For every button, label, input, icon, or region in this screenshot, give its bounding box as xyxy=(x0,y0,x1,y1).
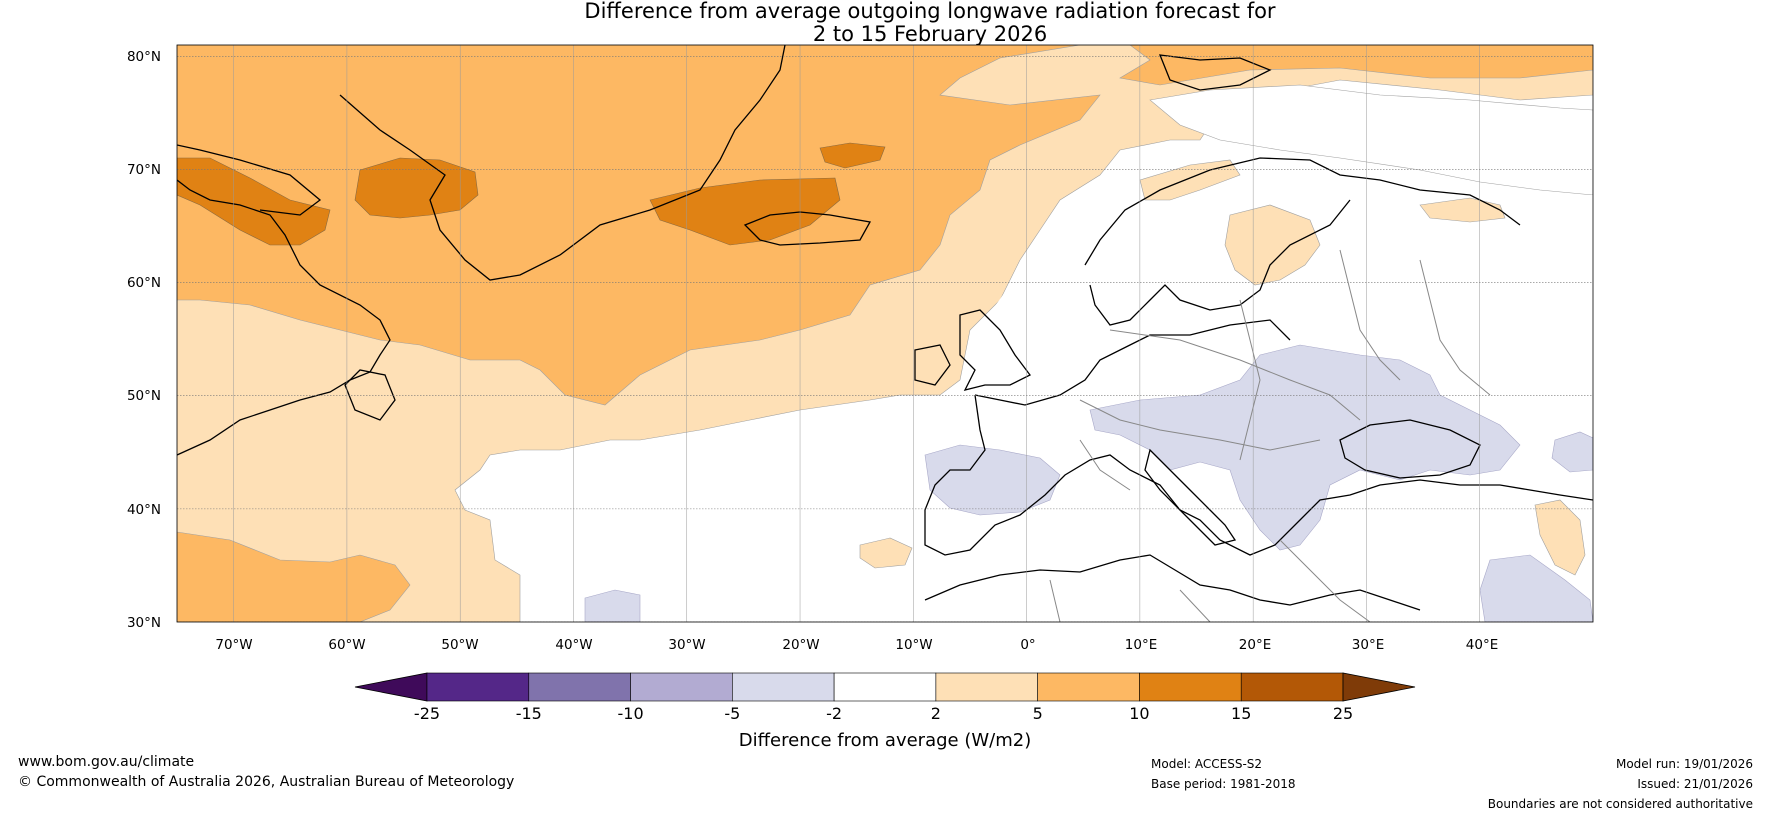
anomaly-region-5-to-10-southwest xyxy=(177,531,411,622)
chart-title: Difference from average outgoing longwav… xyxy=(0,0,1770,46)
anomaly-region-2-to-5-kola xyxy=(1419,197,1506,223)
anomaly-region-10-to-15-denmark-strait xyxy=(819,142,886,169)
lat-label: 60°N xyxy=(127,275,161,291)
lat-label: 70°N xyxy=(127,162,161,178)
coastline-baffin xyxy=(177,144,322,216)
anomaly-region-10-to-15-iceland xyxy=(649,177,841,246)
colorbar-segment xyxy=(1240,672,1344,702)
anomaly-region-5-to-10-far-north xyxy=(1119,45,1593,86)
border-line xyxy=(1079,399,1321,451)
copyright-text: © Commonwealth of Australia 2026, Austra… xyxy=(18,774,515,790)
colorbar-tick-label: -10 xyxy=(617,704,643,723)
lat-label: 80°N xyxy=(127,49,161,65)
lat-label: 30°N xyxy=(127,615,161,631)
colorbar-segment xyxy=(1139,672,1242,702)
border-line xyxy=(1109,329,1361,421)
anomaly-region-minus-5-to-minus-2-iberia xyxy=(924,444,1061,516)
colorbar-tick-label: -15 xyxy=(516,704,542,723)
colorbar-tick-label: -5 xyxy=(724,704,740,723)
colorbar-tick-label: 5 xyxy=(1033,704,1043,723)
map-border xyxy=(176,44,1594,623)
coastlines xyxy=(177,45,1593,611)
anomaly-region-2-to-5-norway xyxy=(1139,159,1241,201)
colorbar-over-arrow xyxy=(1342,672,1416,702)
anomaly-region-2-to-5-scandinavia xyxy=(1224,204,1321,286)
model-run-date: Model run: 19/01/2026 xyxy=(1615,757,1753,771)
latitude-labels: 80°N 70°N 60°N 50°N 40°N 30°N xyxy=(127,49,161,631)
coastline-continental-europe xyxy=(924,319,1593,556)
anomaly-region-minus-5-to-minus-2-middle-east xyxy=(1479,554,1593,622)
lon-label: 40°E xyxy=(1466,637,1498,653)
website-link[interactable]: www.bom.gov.au/climate xyxy=(18,754,195,770)
border-line xyxy=(1079,439,1131,491)
boundary-disclaimer: Boundaries are not considered authoritat… xyxy=(1487,797,1753,811)
lon-label: 20°E xyxy=(1239,637,1271,653)
anomaly-region-2-to-5-atlantic-patch xyxy=(859,537,913,569)
title-line-1: Difference from average outgoing longwav… xyxy=(584,0,1276,23)
colorbar-tick-label: 15 xyxy=(1231,704,1251,723)
coastline-north-africa xyxy=(924,554,1421,611)
lon-label: 60°W xyxy=(328,637,365,653)
model-name: Model: ACCESS-S2 xyxy=(1151,757,1263,771)
colorbar-tick-label: -25 xyxy=(414,704,440,723)
anomaly-region-minus-5-to-minus-2-europe xyxy=(1089,344,1521,551)
coastline-north-america xyxy=(177,179,391,456)
coastline-black-sea xyxy=(1339,419,1481,479)
coastline-scandinavia xyxy=(1084,157,1521,326)
colorbar-segment xyxy=(935,672,1038,702)
colorbar: -25 -15 -10 -5 -2 2 5 10 15 25 xyxy=(354,672,1416,723)
colorbar-segment xyxy=(630,672,733,702)
base-period: Base period: 1981-2018 xyxy=(1151,777,1296,791)
issued-date: Issued: 21/01/2026 xyxy=(1637,777,1753,791)
anomaly-region-10-to-15-greenland xyxy=(354,157,479,219)
colorbar-segment xyxy=(426,672,530,702)
lon-label: 40°W xyxy=(555,637,592,653)
colorbar-tick-label: -2 xyxy=(826,704,842,723)
anomaly-region-minus-5-to-minus-2-atlantic xyxy=(584,589,641,622)
coastline-newfoundland xyxy=(344,369,396,421)
border-line xyxy=(1239,299,1261,461)
anomaly-region-2-to-5-middle-east xyxy=(1534,499,1586,576)
colorbar-label: Difference from average (W/m2) xyxy=(739,730,1031,751)
anomaly-region-neutral-arctic xyxy=(1149,84,1593,196)
lon-label: 10°E xyxy=(1125,637,1157,653)
lon-label: 10°W xyxy=(895,637,932,653)
longitude-labels: 70°W 60°W 50°W 40°W 30°W 20°W 10°W 0° 10… xyxy=(215,637,1498,653)
coastline-british-isles xyxy=(914,309,1031,391)
anomaly-region-minus-5-to-minus-2-caspian xyxy=(1551,431,1593,473)
colorbar-segment xyxy=(528,672,631,702)
coastline-greenland xyxy=(339,45,786,281)
title-line-2: 2 to 15 February 2026 xyxy=(812,22,1048,46)
colorbar-segment xyxy=(732,672,835,702)
map-frame xyxy=(177,45,1593,622)
border-line xyxy=(1049,579,1061,622)
lon-label: 70°W xyxy=(215,637,252,653)
lon-label: 30°W xyxy=(668,637,705,653)
lat-label: 50°N xyxy=(127,388,161,404)
gridlines xyxy=(177,45,1593,622)
border-line xyxy=(1339,249,1401,381)
coastline-italy xyxy=(1144,448,1237,546)
border-line xyxy=(1179,589,1211,622)
colorbar-tick-label: 10 xyxy=(1129,704,1149,723)
lon-label: 0° xyxy=(1020,637,1035,653)
colorbar-tick-label: 2 xyxy=(931,704,941,723)
border-line xyxy=(1279,539,1371,622)
colorbar-segment xyxy=(833,672,937,702)
colorbar-tick-label: 25 xyxy=(1333,704,1353,723)
anomaly-region-10-to-15-labrador xyxy=(177,157,331,246)
country-borders xyxy=(1049,249,1491,622)
coastline-iceland xyxy=(743,211,872,246)
border-line xyxy=(1419,259,1491,396)
colorbar-segment xyxy=(1037,672,1140,702)
coastline-svalbard xyxy=(1158,54,1272,91)
lon-label: 30°E xyxy=(1352,637,1384,653)
lat-label: 40°N xyxy=(127,502,161,518)
colorbar-under-arrow xyxy=(354,672,428,702)
lon-label: 20°W xyxy=(782,637,819,653)
lon-label: 50°W xyxy=(441,637,478,653)
